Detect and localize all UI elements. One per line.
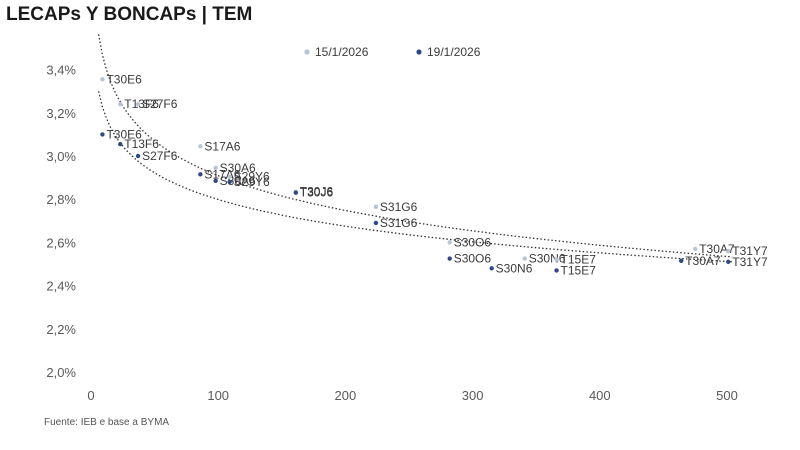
data-point — [522, 256, 527, 261]
data-point — [198, 172, 203, 177]
x-tick-label: 0 — [87, 388, 94, 403]
data-point — [100, 132, 105, 137]
data-point — [554, 268, 559, 273]
point-label: S17A6 — [204, 139, 240, 153]
y-tick-label: 2,4% — [46, 279, 76, 294]
point-label: S31G6 — [380, 200, 418, 214]
data-point — [227, 179, 232, 185]
data-point — [100, 77, 105, 82]
data-point — [726, 259, 731, 265]
y-axis: 2,0% 2,2% 2,4% 2,6% 2,8% 3,0% 3,2% 3,4% — [46, 63, 76, 380]
y-tick-label: 2,8% — [46, 192, 76, 207]
data-point — [373, 204, 379, 209]
data-point — [213, 178, 218, 184]
point-label: T30A7 — [699, 242, 735, 256]
point-label: S30A6 — [220, 161, 256, 175]
trendline — [97, 91, 733, 263]
data-points — [100, 77, 731, 273]
data-point — [679, 258, 684, 263]
point-label: S27F6 — [142, 149, 178, 163]
y-tick-label: 2,6% — [46, 235, 76, 250]
x-tick-label: 300 — [462, 388, 484, 403]
point-label: T30E6 — [106, 127, 142, 141]
x-tick-label: 400 — [589, 388, 611, 403]
point-label: S27F6 — [142, 97, 178, 111]
y-tick-label: 3,4% — [46, 63, 76, 78]
data-point — [198, 144, 203, 149]
point-label: T30J6 — [300, 186, 334, 200]
point-label: S30N6 — [496, 261, 533, 275]
data-point — [554, 257, 559, 262]
legend-entry: 15/1/2026 — [315, 45, 369, 59]
trendlines — [97, 34, 733, 263]
point-label: S17A6 — [204, 167, 240, 181]
legend: 15/1/2026 19/1/2026 — [304, 45, 481, 59]
data-point — [213, 165, 218, 171]
point-label: T15E7 — [561, 253, 597, 267]
legend-marker — [304, 49, 310, 55]
data-point — [726, 248, 731, 254]
point-label: S30N6 — [529, 252, 566, 266]
data-point — [447, 240, 452, 245]
data-point — [373, 220, 379, 226]
data-point — [118, 101, 123, 107]
data-point — [135, 101, 141, 107]
point-label: T31Y7 — [732, 244, 768, 258]
data-point — [447, 256, 452, 261]
point-label: S30O6 — [454, 235, 492, 249]
point-label: T13F6 — [124, 137, 159, 151]
point-label: S30O6 — [454, 252, 492, 266]
legend-entry: 19/1/2026 — [427, 45, 481, 59]
x-tick-label: 200 — [335, 388, 357, 403]
point-label: S29Y6 — [234, 170, 270, 184]
y-tick-label: 2,0% — [46, 365, 76, 380]
data-point — [118, 141, 123, 147]
data-point — [135, 153, 141, 159]
point-label: T30E6 — [106, 72, 142, 86]
y-tick-label: 2,2% — [46, 322, 76, 337]
data-point — [227, 174, 232, 179]
source-note: Fuente: IEB e base a BYMA — [44, 417, 170, 428]
x-axis: 0 100 200 300 400 500 — [87, 388, 737, 403]
y-tick-label: 3,0% — [46, 149, 76, 164]
point-label: T30J6 — [300, 185, 334, 199]
point-label: T30A7 — [685, 254, 721, 268]
data-point — [293, 190, 298, 195]
point-label: T31Y7 — [732, 255, 768, 269]
legend-marker — [416, 49, 422, 55]
y-tick-label: 3,2% — [46, 106, 76, 121]
chart-title: LECAPs Y BONCAPs | TEM — [6, 4, 253, 25]
x-tick-label: 100 — [207, 388, 229, 403]
point-labels: T30E6T13F6S27F6S17A6S30A6S29Y6T30J6S31G6… — [106, 72, 768, 277]
data-point — [693, 246, 698, 252]
point-label: S29Y6 — [234, 175, 270, 189]
point-label: S31G6 — [380, 216, 418, 230]
point-label: T13F6 — [124, 97, 159, 111]
data-point — [489, 266, 494, 271]
x-tick-label: 500 — [716, 388, 738, 403]
point-label: T15E7 — [561, 263, 597, 277]
